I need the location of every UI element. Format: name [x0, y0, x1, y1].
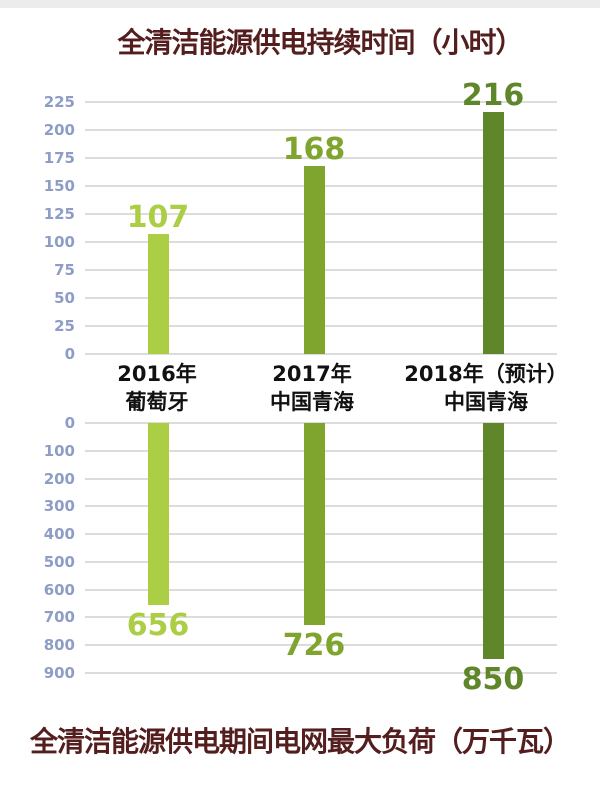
top-chart-tick-label: 0 — [64, 345, 75, 363]
category-label: 2016年葡萄牙 — [57, 360, 257, 416]
bottom-chart-tick-label: 400 — [43, 525, 75, 543]
top-chart-tick-label: 175 — [43, 149, 75, 167]
bottom-chart-bar — [148, 423, 169, 605]
bottom-chart-tick-label: 0 — [64, 414, 75, 432]
bottom-chart-tick-label: 200 — [43, 470, 75, 488]
top-chart-tick-label: 125 — [43, 205, 75, 223]
category-label-year: 2016年 — [117, 362, 197, 386]
top-edge-strip — [0, 0, 600, 8]
top-chart-title: 全清洁能源供电持续时间（小时） — [117, 26, 523, 59]
top-chart-gridline — [85, 129, 557, 131]
bottom-chart-tick-label: 900 — [43, 664, 75, 682]
top-chart-gridline — [85, 157, 557, 159]
category-label: 2017年中国青海 — [212, 360, 412, 416]
category-label-region: 中国青海 — [270, 390, 354, 414]
top-chart-bar — [148, 234, 169, 354]
top-chart-value-label: 168 — [282, 132, 346, 167]
bottom-chart-title: 全清洁能源供电期间电网最大负荷（万千瓦） — [29, 725, 571, 758]
top-chart-value-label: 216 — [461, 78, 525, 113]
bottom-chart-gridline — [85, 672, 557, 674]
top-chart-value-label: 107 — [126, 200, 190, 235]
top-chart-gridline — [85, 101, 557, 103]
bottom-chart-gridline — [85, 644, 557, 646]
bottom-chart-bar — [304, 423, 325, 625]
category-label-year: 2017年 — [272, 362, 352, 386]
bottom-chart-tick-label: 700 — [43, 608, 75, 626]
top-chart-gridline — [85, 353, 557, 355]
category-label-region: 中国青海 — [444, 390, 528, 414]
bottom-chart-bar — [483, 423, 504, 659]
bottom-chart-tick-label: 800 — [43, 636, 75, 654]
top-chart-tick-label: 25 — [54, 317, 75, 335]
bottom-chart-tick-label: 300 — [43, 497, 75, 515]
category-label-region: 葡萄牙 — [125, 390, 189, 414]
top-chart-tick-label: 225 — [43, 93, 75, 111]
category-label-year: 2018年（预计） — [404, 362, 568, 386]
bottom-chart-value-label: 656 — [126, 608, 190, 643]
top-chart-bar — [483, 112, 504, 354]
top-chart-tick-label: 100 — [43, 233, 75, 251]
bottom-chart-value-label: 726 — [282, 628, 346, 663]
bottom-chart-tick-label: 100 — [43, 442, 75, 460]
top-chart-tick-label: 75 — [54, 261, 75, 279]
bottom-chart-value-label: 850 — [461, 662, 525, 697]
category-label: 2018年（预计） 中国青海 — [386, 360, 586, 416]
top-chart-tick-label: 200 — [43, 121, 75, 139]
top-chart-tick-label: 150 — [43, 177, 75, 195]
bottom-chart-tick-label: 500 — [43, 553, 75, 571]
bottom-chart-tick-label: 600 — [43, 581, 75, 599]
top-chart-bar — [304, 166, 325, 354]
top-chart-tick-label: 50 — [54, 289, 75, 307]
